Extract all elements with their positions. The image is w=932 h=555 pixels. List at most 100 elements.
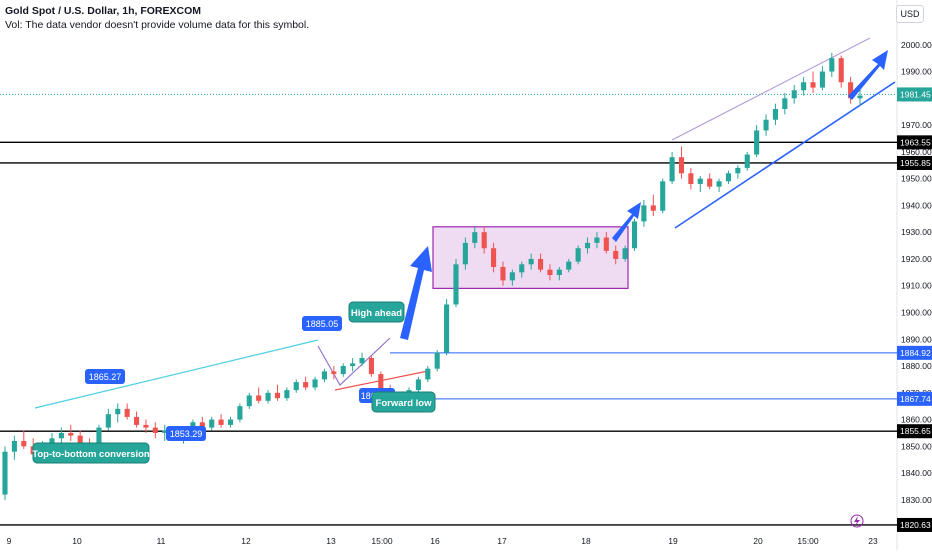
candle-body bbox=[425, 368, 431, 380]
candle-body bbox=[848, 82, 854, 99]
candle-body bbox=[21, 440, 27, 447]
y-tick-label: 1930.00 bbox=[901, 227, 932, 237]
candle-body bbox=[246, 395, 252, 407]
candle bbox=[444, 299, 450, 356]
x-tick-label: 15:00 bbox=[371, 536, 393, 546]
candle bbox=[237, 403, 243, 423]
candle-body bbox=[519, 264, 525, 273]
candle-body bbox=[725, 173, 732, 182]
candle-body bbox=[857, 95, 863, 99]
candle-body bbox=[77, 435, 83, 447]
candle bbox=[660, 178, 666, 214]
candle bbox=[481, 226, 487, 254]
candle bbox=[453, 258, 459, 308]
candle-body bbox=[838, 58, 844, 83]
candle-body bbox=[124, 408, 130, 417]
candle-body bbox=[303, 382, 309, 388]
y-tick-label: 1880.00 bbox=[901, 361, 932, 371]
candle bbox=[284, 387, 290, 401]
candle bbox=[556, 266, 562, 281]
candle-body bbox=[133, 416, 140, 425]
candle bbox=[256, 387, 262, 404]
y-tick-label: 1900.00 bbox=[901, 307, 932, 317]
candle bbox=[848, 76, 854, 104]
y-tick-label: 1960.00 bbox=[901, 147, 932, 157]
price-badge-text: 1885.05 bbox=[306, 319, 339, 329]
candle-body bbox=[622, 248, 628, 259]
candle bbox=[603, 232, 609, 254]
candle bbox=[227, 416, 234, 428]
candle bbox=[838, 55, 844, 88]
y-tick-label: 1890.00 bbox=[901, 334, 932, 344]
candle-body bbox=[584, 242, 591, 249]
candle-body bbox=[801, 82, 807, 91]
y-tick-label: 1920.00 bbox=[901, 254, 932, 264]
candle-body bbox=[735, 167, 741, 174]
candle-body bbox=[256, 395, 262, 401]
price-badge-bg bbox=[85, 369, 125, 384]
candle bbox=[744, 151, 750, 171]
candle-body bbox=[96, 427, 102, 450]
candle bbox=[143, 419, 149, 433]
x-tick-label: 12 bbox=[241, 536, 251, 546]
currency-button[interactable]: USD bbox=[896, 5, 924, 23]
candle-body bbox=[152, 427, 158, 433]
candle bbox=[725, 170, 732, 184]
x-tick-label: 11 bbox=[157, 536, 166, 546]
candle-body bbox=[2, 451, 8, 495]
candle-body bbox=[669, 157, 675, 182]
y-tick-label: 1840.00 bbox=[901, 468, 932, 478]
candle bbox=[115, 403, 121, 423]
lightning-icon bbox=[850, 514, 864, 528]
candle-body bbox=[697, 178, 703, 184]
candle-body bbox=[227, 419, 234, 425]
candle bbox=[537, 253, 544, 273]
candle bbox=[791, 84, 797, 104]
candle-body bbox=[274, 392, 281, 399]
candle-body bbox=[415, 379, 421, 391]
candle-body bbox=[819, 71, 825, 88]
candle-body bbox=[209, 419, 215, 428]
candle bbox=[810, 71, 816, 93]
price-badge: 1865.27 bbox=[85, 369, 125, 384]
candle bbox=[105, 408, 111, 431]
callout-bg bbox=[348, 301, 405, 323]
candle bbox=[631, 218, 638, 251]
candle bbox=[350, 357, 356, 372]
candle bbox=[2, 446, 8, 500]
candle bbox=[678, 146, 685, 179]
candle-body bbox=[453, 264, 459, 305]
callout-text: Top-to-bottom conversion bbox=[32, 449, 150, 460]
candle bbox=[669, 151, 675, 184]
channel-upper-line bbox=[34, 339, 319, 409]
candle bbox=[218, 414, 224, 428]
candle bbox=[641, 200, 647, 227]
candle bbox=[152, 422, 158, 439]
swing-path bbox=[317, 337, 391, 386]
candle-body bbox=[594, 237, 600, 243]
y-tick-label: 1850.00 bbox=[901, 441, 932, 451]
candle bbox=[772, 103, 778, 126]
level-label: 1884.92 bbox=[900, 348, 931, 358]
candle-body bbox=[772, 109, 778, 120]
callout: High ahead bbox=[348, 301, 405, 323]
candle-body bbox=[434, 352, 440, 369]
x-tick-label: 20 bbox=[753, 536, 763, 546]
candle-body bbox=[265, 392, 271, 401]
candle bbox=[303, 376, 309, 391]
candle bbox=[735, 165, 741, 179]
level-label: 1955.85 bbox=[900, 158, 931, 168]
y-tick-label: 1950.00 bbox=[901, 174, 932, 184]
level-label-bg bbox=[897, 391, 932, 406]
level-label: 1867.74 bbox=[900, 394, 931, 404]
candle bbox=[547, 264, 553, 281]
candle bbox=[293, 379, 299, 393]
level-label: 1820.63 bbox=[900, 520, 931, 530]
candle-body bbox=[763, 119, 769, 131]
candle bbox=[650, 194, 656, 217]
callout-bg bbox=[32, 442, 150, 464]
candle bbox=[754, 125, 760, 158]
target-arrow bbox=[848, 50, 888, 100]
